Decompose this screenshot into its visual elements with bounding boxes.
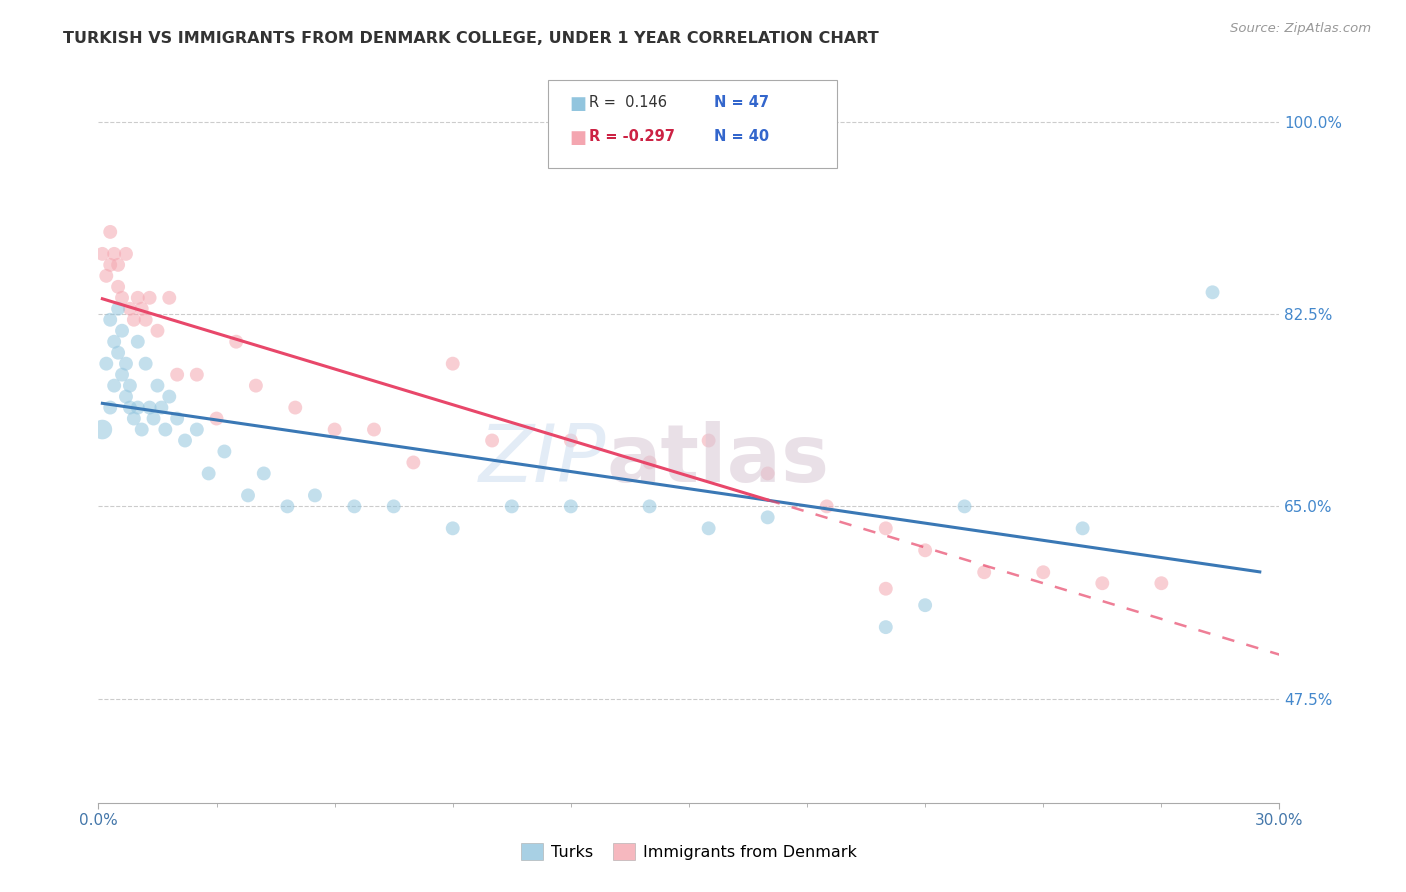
Text: ■: ■ bbox=[569, 95, 586, 113]
Point bbox=[122, 411, 145, 425]
Point bbox=[560, 434, 582, 448]
Point bbox=[98, 225, 121, 239]
Point bbox=[118, 378, 141, 392]
Legend: Turks, Immigrants from Denmark: Turks, Immigrants from Denmark bbox=[515, 837, 863, 866]
Point bbox=[756, 467, 779, 481]
Point bbox=[96, 268, 118, 283]
Point bbox=[186, 368, 208, 382]
Point bbox=[638, 500, 661, 514]
Point bbox=[1201, 285, 1223, 300]
Point bbox=[150, 401, 173, 415]
Point bbox=[103, 334, 125, 349]
Point bbox=[284, 401, 307, 415]
Point bbox=[245, 378, 267, 392]
Point bbox=[138, 401, 160, 415]
Point bbox=[304, 488, 326, 502]
Point bbox=[135, 312, 157, 326]
Point bbox=[186, 423, 208, 437]
Point bbox=[174, 434, 197, 448]
Point bbox=[1150, 576, 1173, 591]
Point bbox=[323, 423, 346, 437]
Point bbox=[118, 301, 141, 316]
Point bbox=[111, 324, 134, 338]
Point bbox=[146, 324, 169, 338]
Point bbox=[166, 368, 188, 382]
Point bbox=[441, 357, 464, 371]
Point bbox=[875, 582, 897, 596]
Text: Source: ZipAtlas.com: Source: ZipAtlas.com bbox=[1230, 22, 1371, 36]
Text: ■: ■ bbox=[569, 129, 586, 147]
Text: R =  0.146: R = 0.146 bbox=[589, 95, 666, 111]
Point bbox=[1091, 576, 1114, 591]
Point bbox=[276, 500, 298, 514]
Point bbox=[157, 291, 180, 305]
Point bbox=[382, 500, 405, 514]
Point bbox=[875, 620, 897, 634]
Point bbox=[96, 357, 118, 371]
Point bbox=[236, 488, 259, 502]
Text: N = 40: N = 40 bbox=[714, 129, 769, 145]
Point bbox=[127, 291, 149, 305]
Point bbox=[111, 368, 134, 382]
Point bbox=[914, 543, 936, 558]
Point bbox=[107, 280, 129, 294]
Point bbox=[127, 334, 149, 349]
Point bbox=[131, 423, 153, 437]
Point bbox=[91, 247, 114, 261]
Point bbox=[122, 312, 145, 326]
Point bbox=[343, 500, 366, 514]
Point bbox=[115, 247, 138, 261]
Point bbox=[127, 401, 149, 415]
Point bbox=[253, 467, 276, 481]
Point bbox=[225, 334, 247, 349]
Point bbox=[157, 390, 180, 404]
Point bbox=[214, 444, 236, 458]
Point bbox=[205, 411, 228, 425]
Point bbox=[914, 598, 936, 612]
Point bbox=[155, 423, 177, 437]
Point bbox=[103, 247, 125, 261]
Point bbox=[131, 301, 153, 316]
Point bbox=[107, 258, 129, 272]
Point bbox=[481, 434, 503, 448]
Text: N = 47: N = 47 bbox=[714, 95, 769, 111]
Point bbox=[111, 291, 134, 305]
Point bbox=[146, 378, 169, 392]
Text: atlas: atlas bbox=[606, 421, 830, 500]
Point bbox=[815, 500, 838, 514]
Point bbox=[875, 521, 897, 535]
Point bbox=[638, 455, 661, 469]
Point bbox=[1032, 566, 1054, 580]
Point bbox=[697, 521, 720, 535]
Point bbox=[118, 401, 141, 415]
Point bbox=[501, 500, 523, 514]
Point bbox=[98, 258, 121, 272]
Point bbox=[115, 390, 138, 404]
Point bbox=[441, 521, 464, 535]
Text: TURKISH VS IMMIGRANTS FROM DENMARK COLLEGE, UNDER 1 YEAR CORRELATION CHART: TURKISH VS IMMIGRANTS FROM DENMARK COLLE… bbox=[63, 31, 879, 46]
Point bbox=[135, 357, 157, 371]
Point bbox=[103, 378, 125, 392]
Point bbox=[697, 434, 720, 448]
Text: R = -0.297: R = -0.297 bbox=[589, 129, 675, 145]
Text: ZIP: ZIP bbox=[479, 421, 606, 500]
Point bbox=[363, 423, 385, 437]
Point bbox=[91, 423, 114, 437]
Point bbox=[107, 301, 129, 316]
Point bbox=[115, 357, 138, 371]
Point bbox=[756, 510, 779, 524]
Point bbox=[98, 401, 121, 415]
Point bbox=[98, 312, 121, 326]
Point bbox=[107, 345, 129, 359]
Point bbox=[1071, 521, 1094, 535]
Point bbox=[402, 455, 425, 469]
Point bbox=[973, 566, 995, 580]
Point bbox=[197, 467, 219, 481]
Point bbox=[138, 291, 160, 305]
Point bbox=[953, 500, 976, 514]
Point bbox=[560, 500, 582, 514]
Point bbox=[142, 411, 165, 425]
Point bbox=[166, 411, 188, 425]
